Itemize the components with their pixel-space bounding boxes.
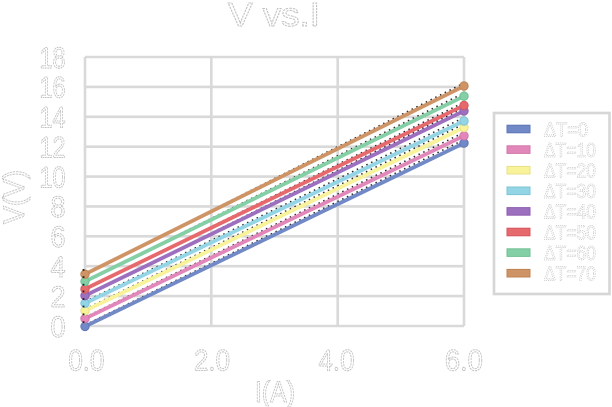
svg-text:V(V): V(V) bbox=[0, 170, 31, 224]
svg-text:10: 10 bbox=[40, 161, 66, 194]
svg-text:0: 0 bbox=[51, 311, 66, 344]
svg-text:0.0: 0.0 bbox=[68, 345, 104, 378]
svg-text:ΔT=50: ΔT=50 bbox=[544, 222, 596, 244]
svg-text:ΔT=0: ΔT=0 bbox=[544, 119, 588, 141]
svg-text:4: 4 bbox=[51, 251, 66, 284]
svg-text:12: 12 bbox=[40, 132, 66, 165]
svg-text:ΔT=10: ΔT=10 bbox=[544, 140, 596, 162]
svg-text:4.0: 4.0 bbox=[319, 345, 355, 378]
svg-text:ΔT=40: ΔT=40 bbox=[544, 202, 596, 224]
svg-text:I(A): I(A) bbox=[255, 376, 295, 407]
svg-text:18: 18 bbox=[40, 42, 66, 75]
svg-text:8: 8 bbox=[51, 191, 66, 224]
svg-text:ΔT=70: ΔT=70 bbox=[544, 264, 596, 286]
svg-text:16: 16 bbox=[40, 72, 66, 105]
svg-text:6: 6 bbox=[51, 221, 66, 254]
svg-text:6.0: 6.0 bbox=[445, 345, 483, 378]
svg-text:ΔT=30: ΔT=30 bbox=[544, 181, 596, 203]
svg-text:2: 2 bbox=[51, 281, 66, 314]
svg-text:V vs.I: V vs.I bbox=[228, 0, 320, 33]
svg-text:2.0: 2.0 bbox=[194, 345, 230, 378]
svg-text:ΔT=60: ΔT=60 bbox=[544, 243, 596, 265]
svg-text:14: 14 bbox=[40, 102, 66, 135]
svg-text:ΔT=20: ΔT=20 bbox=[544, 161, 596, 183]
